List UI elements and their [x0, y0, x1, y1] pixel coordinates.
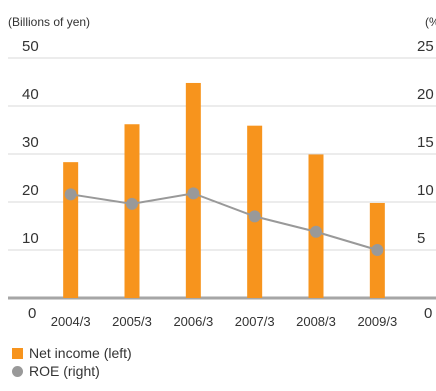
left-axis-unit: (Billions of yen): [8, 15, 90, 29]
roe-point: [187, 187, 200, 200]
roe-line: [70, 192, 378, 251]
legend-label-net-income: Net income (left): [29, 345, 132, 361]
legend-label-roe: ROE (right): [29, 363, 100, 379]
right-tick-label: 15: [417, 134, 434, 151]
bar: [63, 162, 79, 298]
right-tick-label: 25: [417, 38, 434, 55]
left-tick-label: 0: [28, 305, 36, 322]
legend: Net income (left) ROE (right): [12, 344, 132, 380]
right-tick-label: 10: [417, 182, 434, 199]
x-tick-label: 2007/3: [235, 314, 275, 329]
bar: [124, 124, 140, 299]
left-tick-label: 30: [22, 134, 39, 151]
legend-item-roe: ROE (right): [12, 362, 132, 380]
x-tick-label: 2008/3: [296, 314, 336, 329]
roe-point: [248, 210, 261, 223]
right-tick-label: 5: [417, 230, 425, 247]
left-tick-label: 50: [22, 38, 39, 55]
right-tick-label: 0: [424, 305, 432, 322]
roe-point: [64, 188, 77, 201]
x-tick-label: 2009/3: [357, 314, 397, 329]
x-tick-label: 2006/3: [173, 314, 213, 329]
left-tick-label: 40: [22, 86, 39, 103]
right-axis-unit: (%: [425, 15, 436, 29]
roe-point: [126, 197, 138, 210]
legend-item-net-income: Net income (left): [12, 344, 132, 362]
left-tick-label: 10: [22, 230, 39, 247]
legend-swatch-bar: [12, 347, 23, 359]
left-tick-label: 20: [22, 182, 39, 199]
roe-point: [371, 244, 384, 256]
gridlines: [8, 57, 436, 300]
line-series: [64, 187, 384, 256]
bar-series: [63, 82, 385, 299]
roe-point: [310, 225, 322, 238]
right-tick-label: 20: [417, 86, 434, 103]
x-tick-label: 2004/3: [51, 314, 91, 329]
legend-swatch-dot: [12, 365, 23, 377]
x-tick-label: 2005/3: [112, 314, 152, 329]
